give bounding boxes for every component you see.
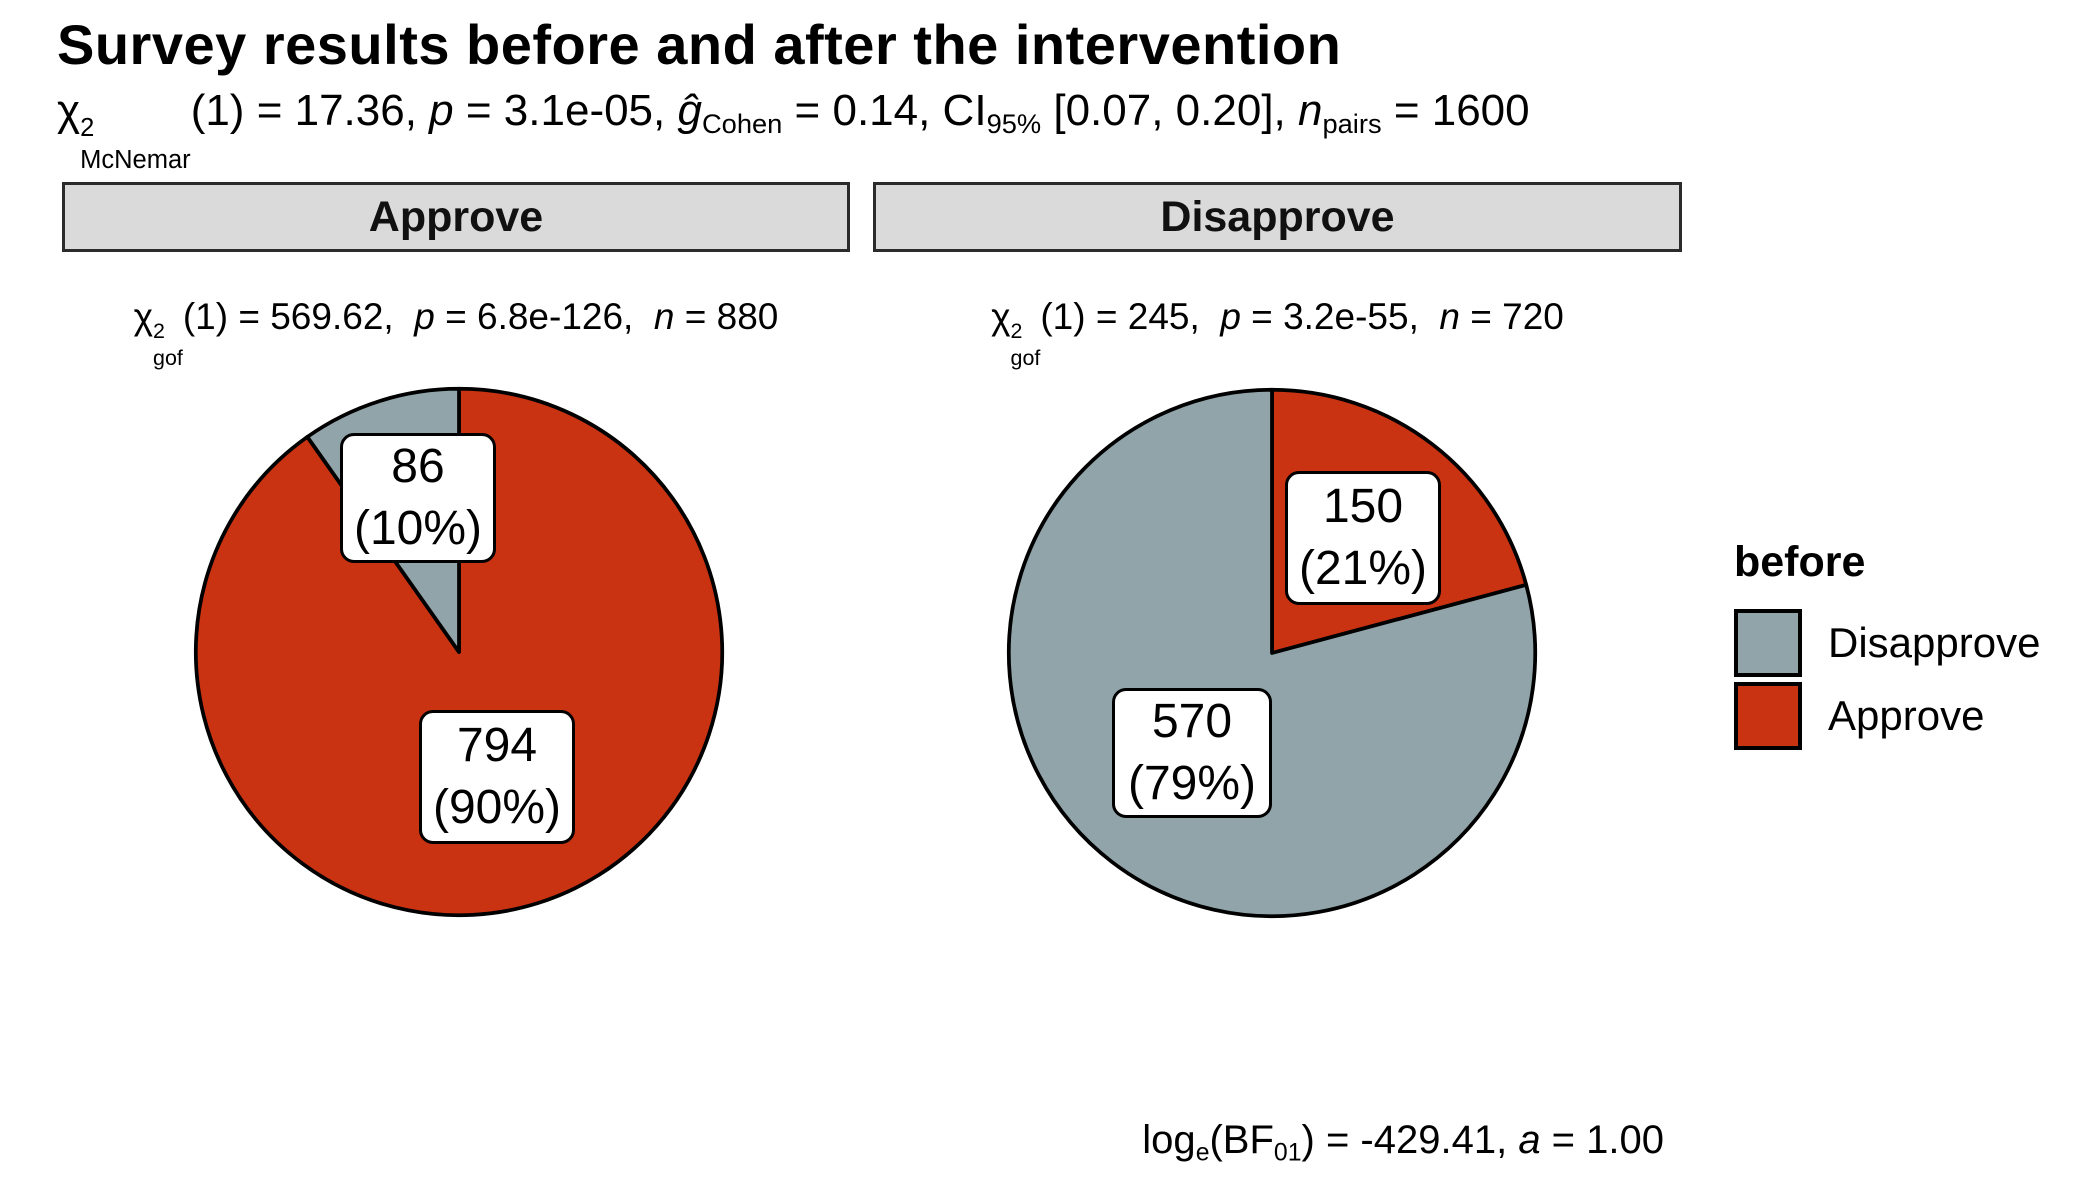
slice-label-approve-disapprove: 86 (10%) (340, 433, 496, 563)
slice-count: 794 (456, 718, 538, 772)
pie-stats-disapprove: χ 2 gof (1) = 245, p = 3.2e-55, n = 720 (991, 296, 1564, 371)
plot-subtitle: χ 2 McNemar (1) = 17.36, p = 3.1e-05, ĝCohe… (57, 86, 1530, 175)
slice-label-disapprove-approve: 150 (21%) (1285, 471, 1441, 605)
slice-label-approve-approve: 794 (90%) (419, 710, 575, 844)
legend-label-disapprove: Disapprove (1828, 619, 2041, 666)
slice-label-disapprove-disapprove: 570 (79%) (1112, 688, 1272, 818)
legend-item-approve: Approve (1734, 682, 2040, 750)
slice-count: 150 (1322, 479, 1404, 533)
slice-percent: (79%) (1127, 757, 1257, 810)
facet-strip-approve: Approve (62, 182, 850, 252)
facet-strip-disapprove-label: Disapprove (1160, 192, 1395, 241)
legend-item-disapprove: Disapprove (1734, 609, 2040, 677)
slice-count: 86 (391, 439, 445, 493)
pie-chart-disapprove (1006, 387, 1538, 919)
slice-percent: (10%) (353, 502, 483, 555)
legend: before Disapprove Approve (1734, 538, 2040, 755)
slice-count: 570 (1151, 694, 1233, 748)
pie-stats-approve: χ 2 gof (1) = 569.62, p = 6.8e-126, n = 880 (133, 296, 779, 371)
slice-percent: (90%) (432, 781, 562, 834)
legend-swatch-approve (1734, 682, 1802, 750)
bayes-factor-caption: loge(BF01) = -429.41, a = 1.00 (1142, 1118, 1664, 1167)
plot-title: Survey results before and after the inte… (57, 13, 1342, 76)
facet-strip-approve-label: Approve (368, 192, 544, 241)
legend-swatch-disapprove (1734, 609, 1802, 677)
legend-title: before (1734, 538, 1866, 586)
slice-percent: (21%) (1298, 542, 1428, 595)
facet-strip-disapprove: Disapprove (873, 182, 1682, 252)
legend-label-approve: Approve (1828, 692, 1985, 739)
